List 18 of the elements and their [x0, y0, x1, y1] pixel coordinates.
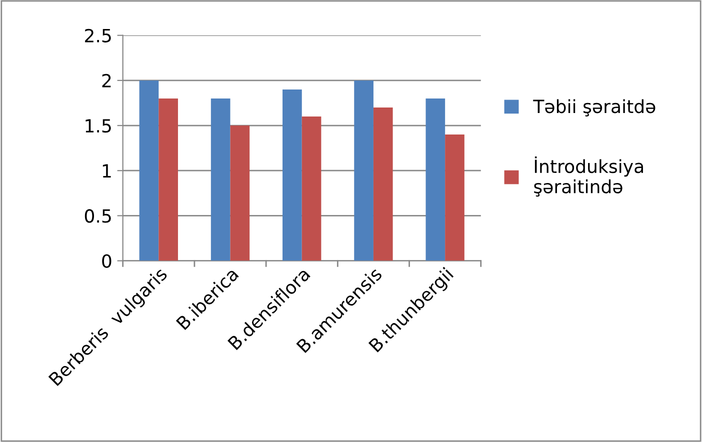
y-tick-label: 2 — [102, 74, 111, 88]
bar — [210, 98, 230, 261]
bar — [158, 98, 178, 261]
bar — [445, 134, 464, 261]
bar — [230, 126, 250, 261]
bar — [302, 116, 322, 261]
legend-label: İntroduksiya şəraitində — [534, 156, 643, 197]
bar — [139, 80, 159, 261]
bar — [426, 98, 446, 261]
y-tick-label: 2.5 — [85, 28, 111, 42]
y-tick-label: 1 — [102, 164, 111, 178]
bar — [373, 107, 393, 261]
bar — [282, 89, 302, 261]
bar — [354, 80, 374, 261]
y-tick-label: 0.5 — [84, 209, 111, 223]
y-tick-label: 1.5 — [86, 119, 111, 133]
y-tick-label: 0 — [102, 254, 112, 268]
legend-label: Təbii şəraitdə — [533, 99, 656, 116]
